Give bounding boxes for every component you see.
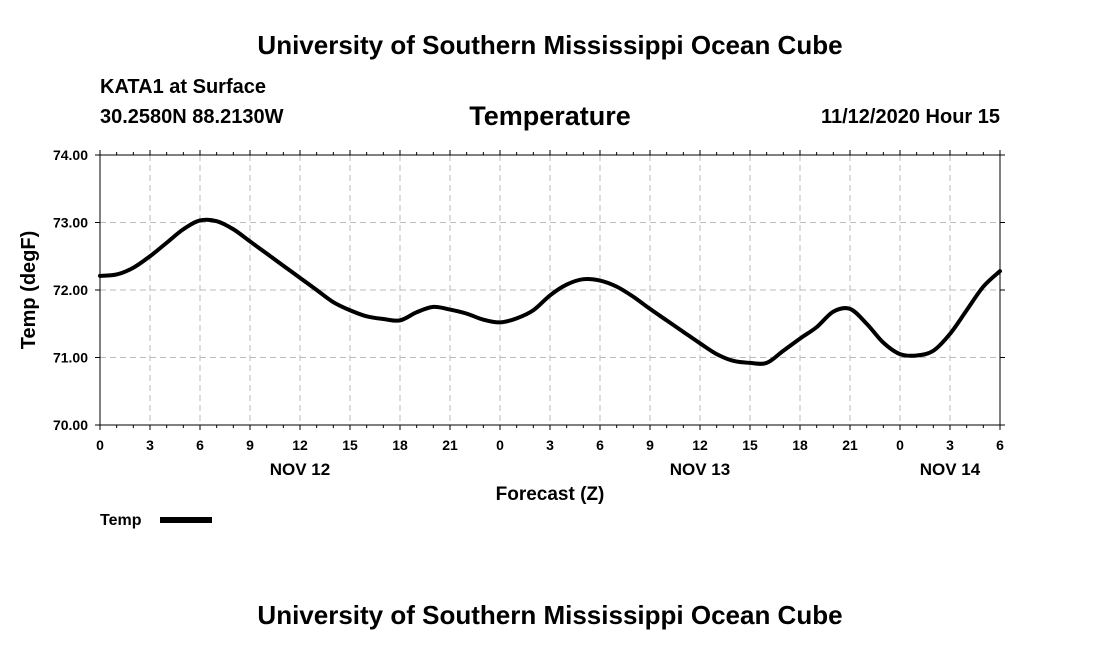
x-tick-label: 9 [646,437,654,453]
x-tick-label: 12 [692,437,708,453]
legend-label-temp: Temp [100,512,142,529]
x-tick-label: 18 [792,437,808,453]
x-tick-label: 9 [246,437,254,453]
x-tick-label: 21 [442,437,458,453]
y-tick-label: 71.00 [53,350,88,366]
x-tick-label: 3 [146,437,154,453]
legend: Temp [100,512,212,529]
footer-title: University of Southern Mississippi Ocean… [257,600,843,630]
y-tick-label: 74.00 [53,147,88,163]
x-tick-label: 15 [342,437,358,453]
x-tick-label: 0 [96,437,104,453]
station-coordinates: 30.2580N 88.2130W [100,106,284,128]
x-tick-label: 3 [946,437,954,453]
x-tick-label: 0 [496,437,504,453]
x-tick-label: 12 [292,437,308,453]
y-axis-label: Temp (degF) [18,231,40,350]
y-tick-label: 70.00 [53,417,88,433]
grid-lines [100,155,1000,425]
x-axis-label: Forecast (Z) [496,484,605,505]
date-label: NOV 12 [270,460,330,479]
x-tick-label: 3 [546,437,554,453]
date-label: NOV 14 [920,460,981,479]
x-tick-label: 15 [742,437,758,453]
x-tick-label: 18 [392,437,408,453]
x-tick-label: 6 [596,437,604,453]
x-tick-label: 6 [196,437,204,453]
x-tick-label: 0 [896,437,904,453]
x-tick-label: 6 [996,437,1004,453]
y-tick-label: 73.00 [53,215,88,231]
forecast-run-time: 11/12/2020 Hour 15 [820,106,1000,128]
temp-series-line [98,217,1002,366]
x-tick-label: 21 [842,437,858,453]
station-name: KATA1 at Surface [100,76,266,98]
y-tick-label: 72.00 [53,282,88,298]
date-label: NOV 13 [670,460,730,479]
y-axis: 70.00 71.00 72.00 73.00 74.00 [53,147,1005,433]
chart-title: Temperature [469,101,631,131]
page-title: University of Southern Mississippi Ocean… [257,30,843,60]
x-axis: 0 3 6 9 12 15 18 21 0 3 6 9 12 15 18 21 0 3 6 NOV 12 NOV 13 N… [96,150,1004,479]
